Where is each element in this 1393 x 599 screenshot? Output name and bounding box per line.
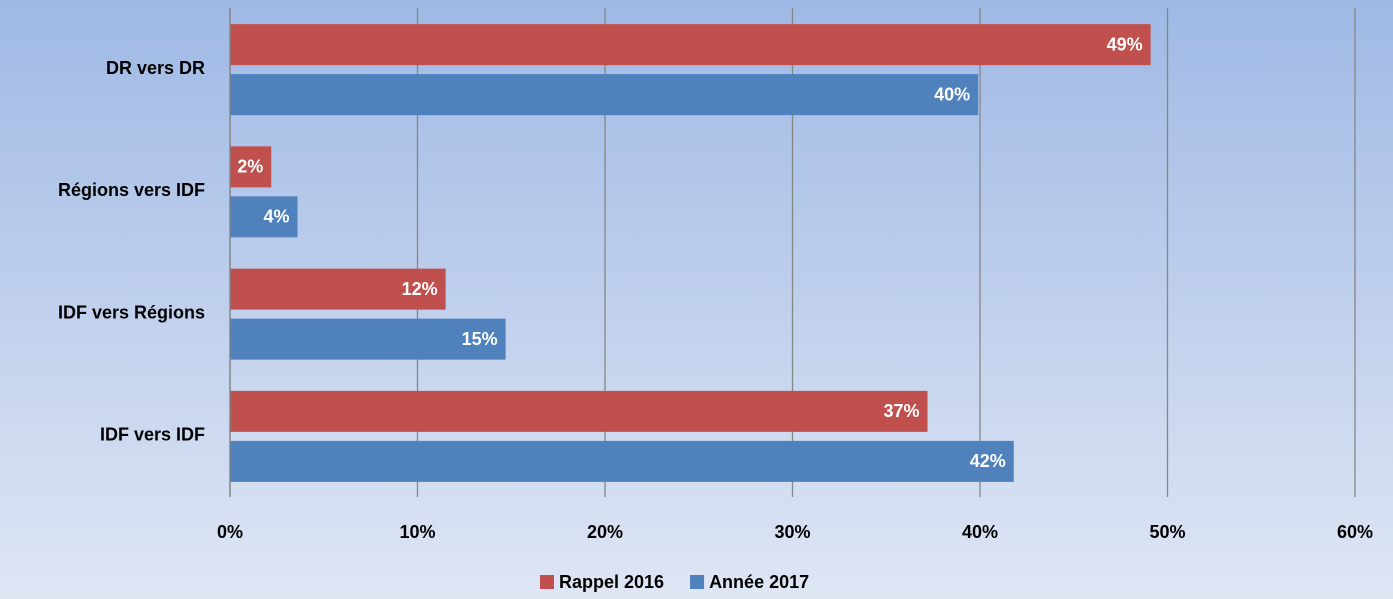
bar (230, 440, 1014, 482)
x-tick-label: 40% (962, 522, 998, 542)
bar (230, 74, 979, 116)
x-tick-label: 20% (587, 522, 623, 542)
data-label: 15% (462, 329, 498, 349)
data-label: 42% (970, 451, 1006, 471)
x-tick-label: 60% (1337, 522, 1373, 542)
bar (230, 196, 298, 238)
x-tick-label: 0% (217, 522, 243, 542)
y-tick-label: IDF vers IDF (100, 425, 205, 445)
legend-label: Année 2017 (709, 572, 809, 592)
y-tick-label: Régions vers IDF (58, 180, 205, 200)
data-label: 37% (883, 401, 919, 421)
x-tick-label: 50% (1149, 522, 1185, 542)
legend-swatch (690, 575, 705, 589)
bar (230, 390, 928, 432)
data-label: 4% (263, 207, 289, 227)
bar (230, 146, 272, 188)
y-tick-label: DR vers DR (106, 58, 205, 78)
legend-swatch (540, 575, 554, 589)
x-tick-label: 10% (399, 522, 435, 542)
bar (230, 318, 506, 360)
legend-label: Rappel 2016 (559, 572, 664, 592)
data-label: 12% (402, 279, 438, 299)
x-tick-label: 30% (774, 522, 810, 542)
y-tick-label: IDF vers Régions (58, 302, 205, 322)
bar (230, 268, 446, 310)
bar (230, 24, 1151, 66)
data-label: 40% (934, 84, 970, 104)
data-label: 49% (1107, 34, 1143, 54)
data-label: 2% (237, 157, 263, 177)
